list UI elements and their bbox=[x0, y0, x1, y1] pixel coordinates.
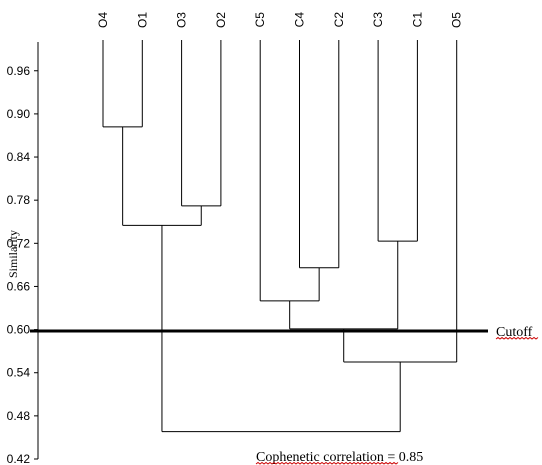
leaf-label-c1: C1 bbox=[410, 12, 424, 28]
merge-m5 bbox=[377, 40, 418, 242]
y-tick-label-2: 0.84 bbox=[7, 150, 31, 164]
leaf-label-c2: C2 bbox=[332, 12, 346, 28]
cutoff-spellcheck-underline bbox=[495, 336, 539, 340]
leaf-label-o3: O3 bbox=[175, 12, 189, 28]
merge-m6 bbox=[259, 40, 320, 302]
y-tick-label-4: 0.72 bbox=[7, 236, 31, 250]
y-tick-label-5: 0.66 bbox=[7, 279, 31, 293]
merge-m2 bbox=[181, 40, 222, 207]
y-tick-label-0: 0.96 bbox=[7, 64, 31, 78]
leaf-label-c4: C4 bbox=[293, 12, 307, 28]
leaf-labels: O4 O1 O3 O2 C5 C4 C2 C3 C1 O5 bbox=[96, 12, 464, 28]
cutoff-label: Cutoff bbox=[496, 325, 533, 340]
y-tick-label-8: 0.48 bbox=[7, 409, 31, 423]
annotation-spellcheck-underline bbox=[255, 461, 399, 465]
y-tick-label-1: 0.90 bbox=[7, 107, 31, 121]
y-tick-label-7: 0.54 bbox=[7, 366, 31, 380]
merge-m1 bbox=[102, 40, 143, 128]
merge-m3 bbox=[122, 126, 202, 226]
leaf-label-c3: C3 bbox=[371, 12, 385, 28]
merge-m9 bbox=[161, 225, 401, 433]
y-axis-label: Similarity bbox=[6, 230, 20, 278]
y-tick-label-9: 0.42 bbox=[7, 452, 31, 465]
merge-m8 bbox=[343, 40, 458, 363]
leaf-label-c5: C5 bbox=[253, 12, 267, 28]
y-tick-label-3: 0.78 bbox=[7, 193, 31, 207]
merge-m7 bbox=[289, 241, 399, 330]
leaf-label-o4: O4 bbox=[96, 12, 110, 28]
dendrogram-tree bbox=[102, 40, 458, 433]
leaf-label-o5: O5 bbox=[450, 12, 464, 28]
cophenetic-annotation: Cophenetic correlation = 0.85 bbox=[256, 450, 423, 465]
leaf-label-o2: O2 bbox=[214, 12, 228, 28]
leaf-label-o1: O1 bbox=[135, 12, 149, 28]
y-axis: 0.96 0.90 0.84 0.78 0.72 0.66 0.60 0.54 0.48 0.42 bbox=[7, 42, 39, 465]
merge-m4 bbox=[299, 40, 340, 269]
y-tick-label-6: 0.60 bbox=[7, 323, 31, 337]
